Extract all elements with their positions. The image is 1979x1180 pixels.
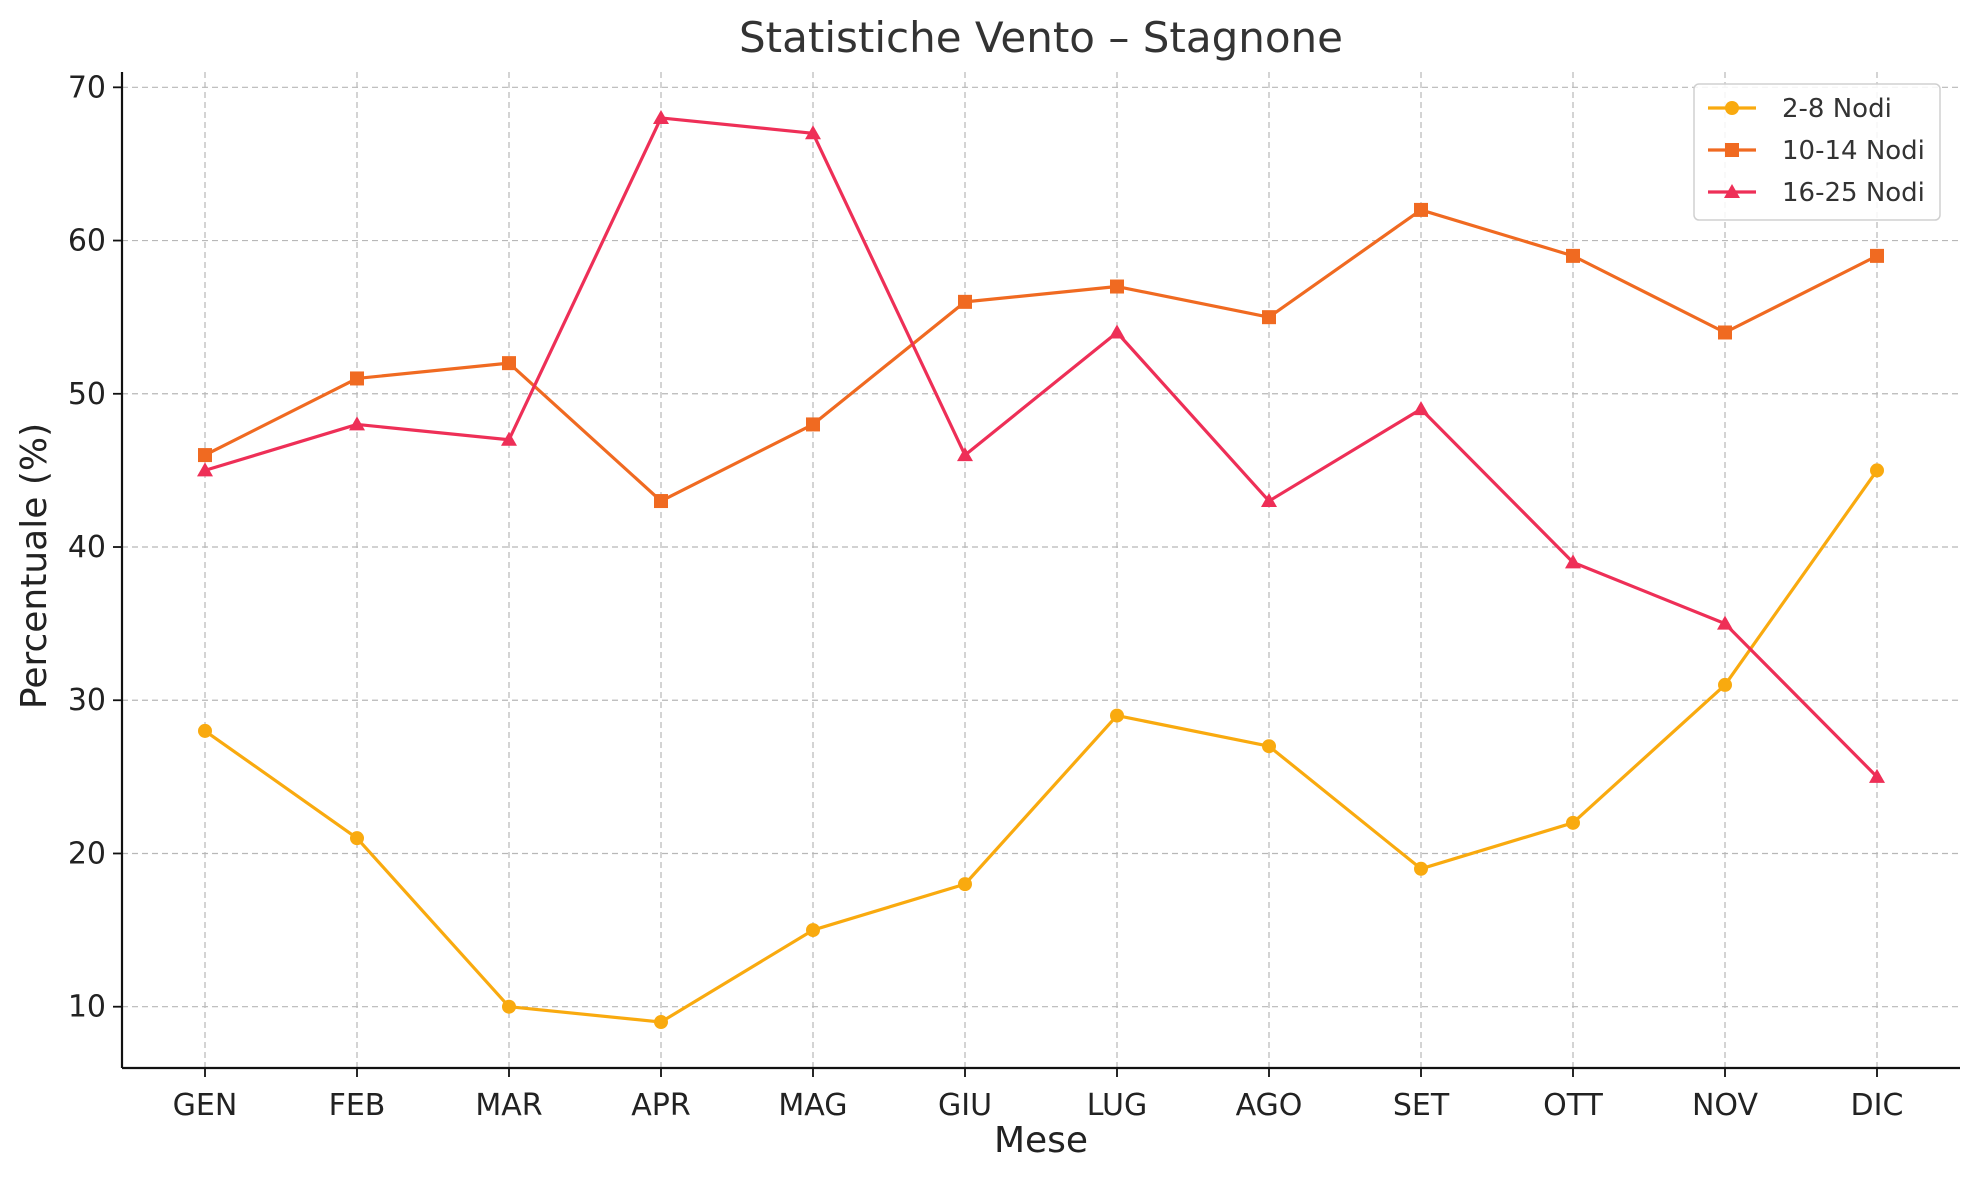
data-point <box>1262 739 1276 754</box>
ticks-layer: GEN FEB MAR APR MAG GIU LUG AGO SET OTT NOV DIC 10 20… <box>68 70 1904 1123</box>
data-point <box>654 1015 668 1030</box>
series-2-8-nodi <box>198 463 1884 1030</box>
data-point <box>502 999 516 1014</box>
data-point <box>1869 768 1885 783</box>
data-point <box>1413 401 1429 416</box>
data-point <box>1414 202 1428 217</box>
data-point <box>197 462 213 477</box>
series-10-14-nodi <box>198 202 1884 509</box>
data-point <box>958 294 972 309</box>
x-tick-label: LUG <box>1087 1088 1147 1123</box>
y-tick-label: 60 <box>68 224 106 259</box>
y-tick-label: 10 <box>68 990 106 1025</box>
data-point <box>1565 554 1581 569</box>
x-tick-label: DIC <box>1851 1088 1904 1123</box>
x-tick-label: AGO <box>1236 1088 1303 1123</box>
legend-marker <box>1725 143 1739 157</box>
y-tick-label: 40 <box>68 530 106 565</box>
legend-item: 2-8 Nodi <box>1708 94 1892 124</box>
legend: 2-8 Nodi 10-14 Nodi 16-25 Nodi <box>1693 83 1941 221</box>
series-line <box>204 116 1879 778</box>
data-point <box>1566 248 1580 263</box>
legend-marker <box>1725 101 1739 115</box>
series-line <box>204 469 1879 1024</box>
data-point <box>1718 325 1732 340</box>
x-tick-label: OTT <box>1543 1088 1603 1123</box>
x-tick-label: APR <box>631 1088 690 1123</box>
x-tick-label: FEB <box>329 1088 386 1123</box>
data-point <box>198 723 212 738</box>
y-tick-label: 30 <box>68 683 106 718</box>
legend-label: 10-14 Nodi <box>1782 136 1925 166</box>
y-tick-label: 20 <box>68 836 106 871</box>
data-point <box>1566 815 1580 830</box>
legend-box <box>1693 83 1941 221</box>
y-tick-label: 70 <box>68 70 106 105</box>
data-point <box>1109 324 1125 339</box>
data-point <box>349 416 365 431</box>
data-point <box>350 831 364 846</box>
data-point <box>502 356 516 371</box>
data-point <box>1110 708 1124 723</box>
data-point <box>1718 677 1732 692</box>
data-point <box>806 923 820 938</box>
grid-layer <box>122 72 1960 1068</box>
data-point <box>654 494 668 509</box>
legend-item: 16-25 Nodi <box>1708 178 1925 208</box>
x-tick-label: MAR <box>475 1088 542 1123</box>
data-point <box>1262 310 1276 325</box>
data-point <box>1414 861 1428 876</box>
legend-label: 2-8 Nodi <box>1782 94 1892 124</box>
data-point <box>1870 248 1884 263</box>
data-point <box>957 447 973 462</box>
x-tick-label: SET <box>1393 1088 1450 1123</box>
data-point <box>653 109 669 124</box>
y-axis-label: Percentuale (%) <box>14 423 55 709</box>
data-point <box>198 448 212 463</box>
data-point <box>805 125 821 140</box>
series-16-25-nodi <box>197 109 1885 783</box>
y-tick-label: 50 <box>68 377 106 412</box>
data-point <box>806 417 820 432</box>
series-line <box>204 208 1878 503</box>
axes-layer <box>120 72 1960 1070</box>
x-tick-label: GIU <box>938 1088 992 1123</box>
data-point <box>1717 615 1733 630</box>
x-tick-label: GEN <box>173 1088 238 1123</box>
data-point <box>1870 463 1884 478</box>
chart-title: Statistiche Vento – Stagnone <box>739 13 1343 62</box>
data-point <box>501 431 517 446</box>
series-layer <box>197 109 1885 1030</box>
data-point <box>958 877 972 892</box>
data-point <box>1110 279 1124 294</box>
x-axis-label: Mese <box>994 1120 1088 1161</box>
legend-item: 10-14 Nodi <box>1708 136 1925 166</box>
data-point <box>350 371 364 386</box>
legend-marker <box>1724 184 1740 198</box>
legend-label: 16-25 Nodi <box>1782 178 1925 208</box>
data-point <box>1261 493 1277 508</box>
x-tick-label: MAG <box>778 1088 847 1123</box>
x-tick-label: NOV <box>1692 1088 1759 1123</box>
